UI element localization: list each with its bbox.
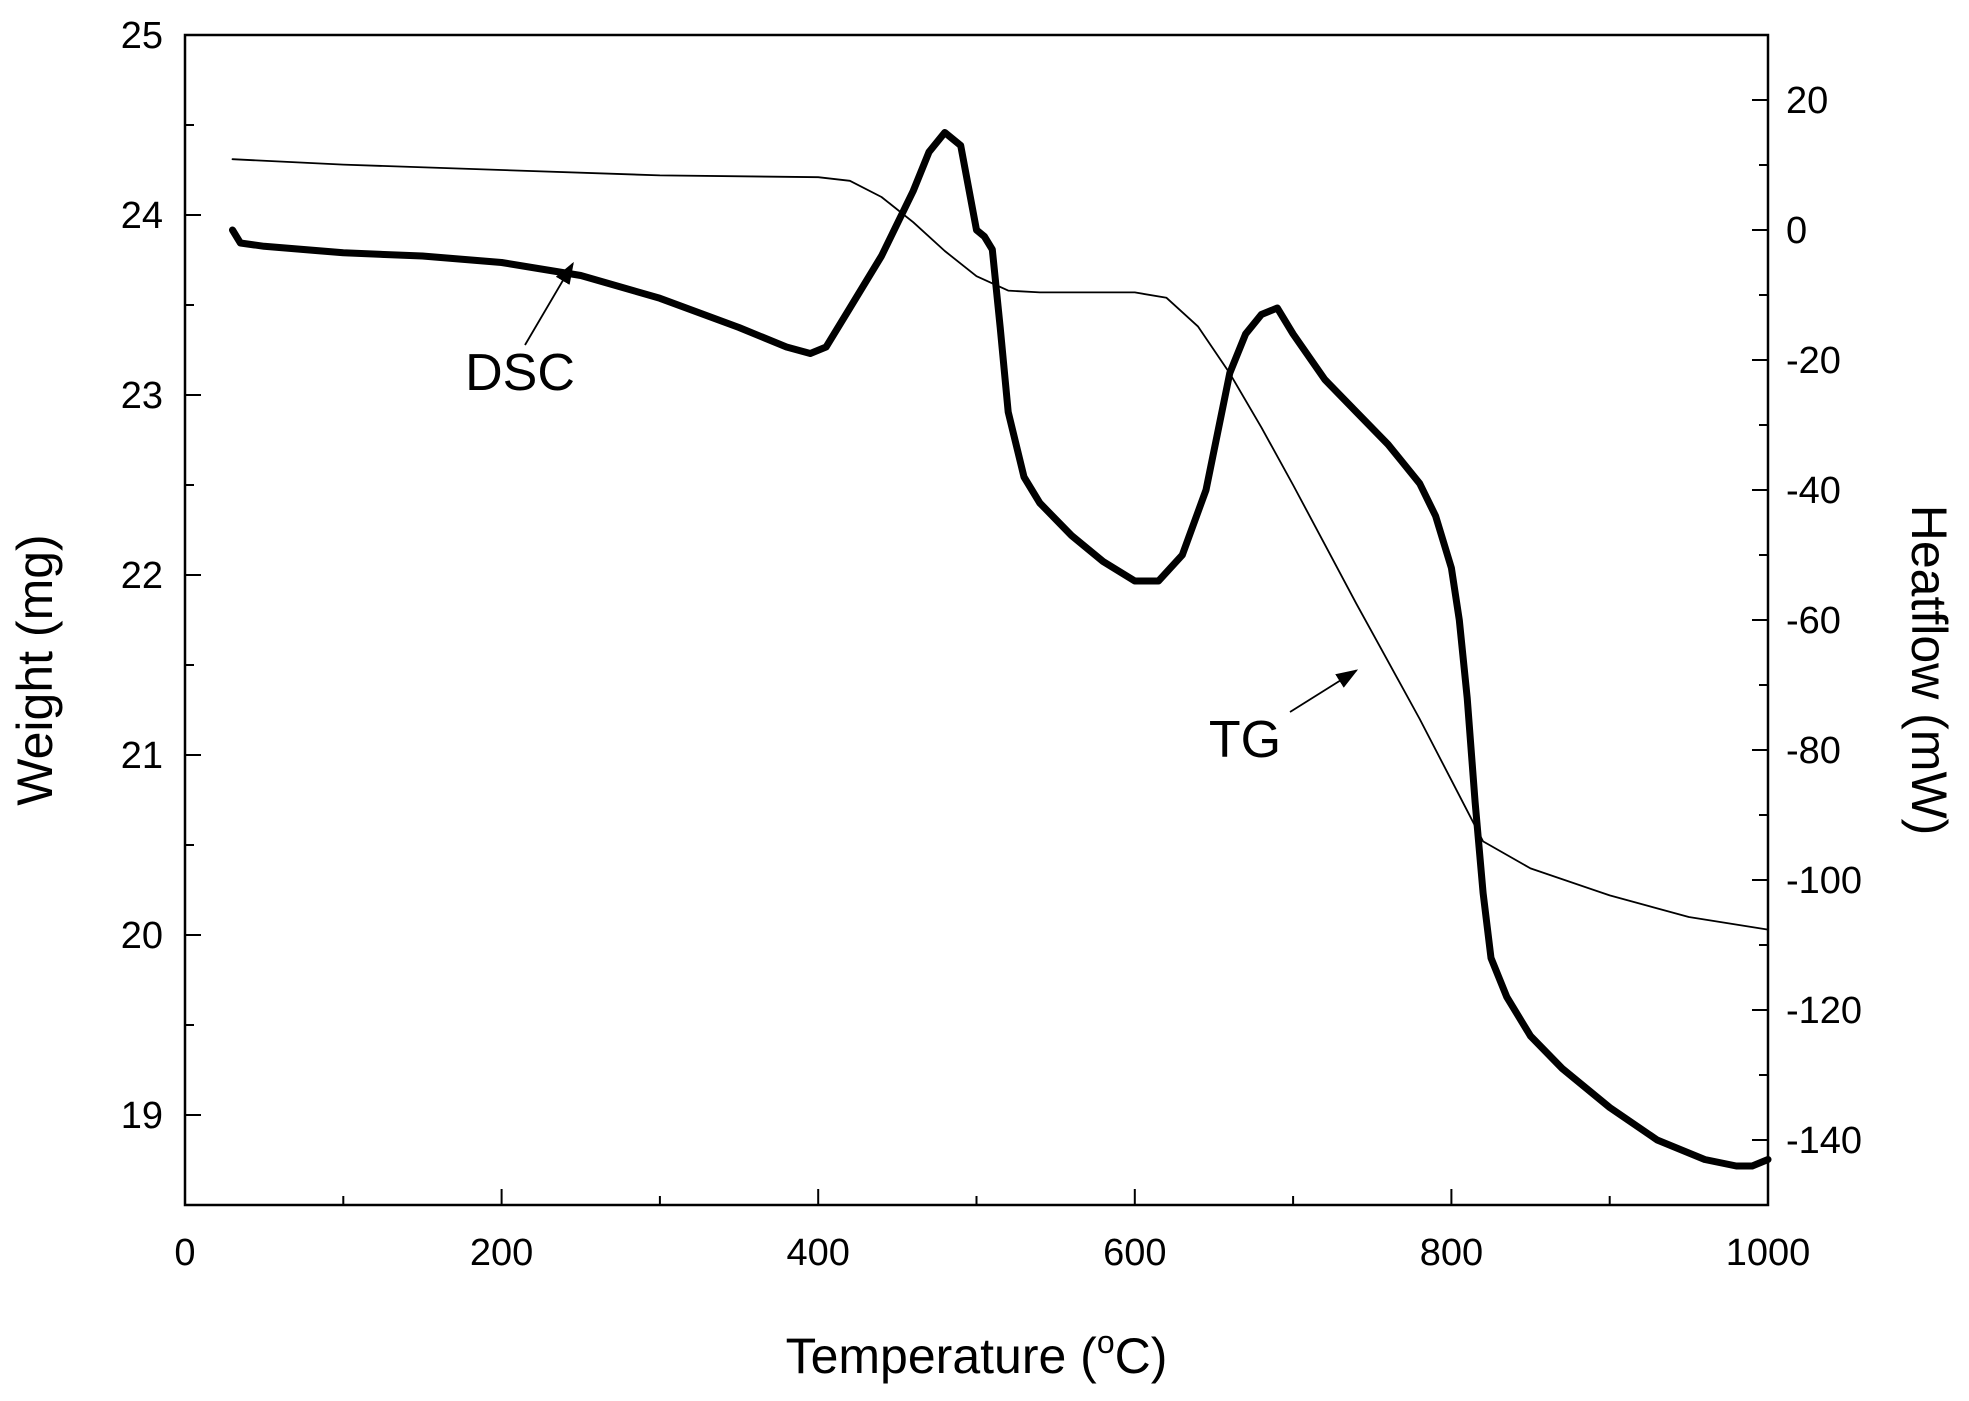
series-layer [229,129,1772,1170]
right-tick-label: -60 [1786,600,1841,642]
annotation-label-dsc: DSC [465,344,575,402]
x-axis-title-main: Temperature ( [786,1328,1098,1384]
x-tick-label: 800 [1420,1232,1483,1274]
left-tick-label: 25 [121,15,163,57]
right-tick-label: -80 [1786,730,1841,772]
x-tick-label: 0 [174,1232,195,1274]
series-line-dsc [229,129,1772,1170]
x-tick-label: 200 [470,1232,533,1274]
left-tick-label: 22 [121,555,163,597]
right-tick-label: 0 [1786,210,1807,252]
left-tick-label: 21 [121,735,163,777]
x-tick-label: 400 [786,1232,849,1274]
left-tick-label: 23 [121,375,163,417]
annotation-arrow-tg [1289,669,1359,713]
left-tick-label: 24 [121,195,163,237]
annotation-label-tg: TG [1209,711,1281,769]
right-tick-label: -100 [1786,860,1862,902]
right-tick-label: -120 [1786,990,1862,1032]
x-axis-title: Temperature (oC) [786,1324,1168,1384]
series-line-tg [231,158,1769,931]
right-axis-title: Heatflow (mW) [1901,505,1957,836]
right-tick-label: -20 [1786,340,1841,382]
axis-titles: Temperature (oC) Weight (mg) Heatflow (mW) [7,505,1957,1384]
x-axis-title-unit: C) [1115,1328,1168,1384]
x-axis-title-degree: o [1097,1324,1115,1360]
left-tick-label: 20 [121,915,163,957]
right-tick-label: -40 [1786,470,1841,512]
right-tick-label: 20 [1786,80,1828,122]
left-tick-label: 19 [121,1095,163,1137]
annotation-layer: DSC TG [465,261,1359,769]
x-tick-label: 1000 [1726,1232,1811,1274]
axes-layer: 0 200 400 600 800 100019202122232425200-20-40… [121,15,1862,1274]
right-tick-label: -140 [1786,1120,1862,1162]
annotation-arrow-dsc [524,261,574,346]
x-tick-label: 600 [1103,1232,1166,1274]
left-axis-title: Weight (mg) [7,534,63,805]
